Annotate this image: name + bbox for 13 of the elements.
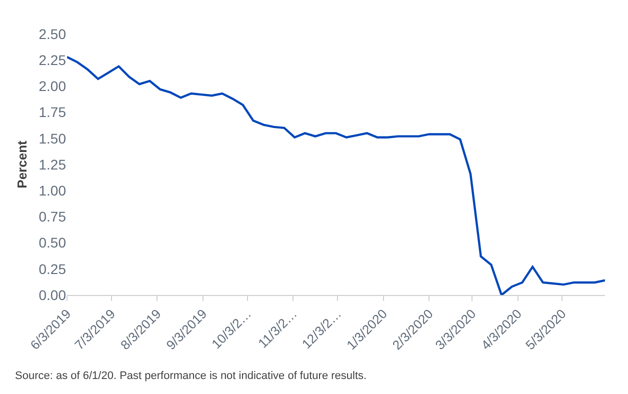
y-tick-label: 0.50 [38,234,66,251]
source-note: Source: as of 6/1/20. Past performance is not indicative of future results. [15,370,367,382]
y-tick-label: 2.50 [38,26,66,42]
y-tick-label: 1.25 [38,156,66,172]
y-tick-label: 2.25 [38,52,66,68]
y-tick-label: 2.00 [38,78,66,94]
y-tick-label: 0.75 [38,208,66,225]
y-tick-label: 1.50 [38,130,66,146]
y-tick-label: 1.00 [38,182,66,198]
y-tick-label: 1.75 [38,104,66,120]
y-tick-label: 0.25 [38,260,66,277]
y-axis-title: Percent [14,140,30,188]
y-tick-label: 0.00 [38,286,66,303]
